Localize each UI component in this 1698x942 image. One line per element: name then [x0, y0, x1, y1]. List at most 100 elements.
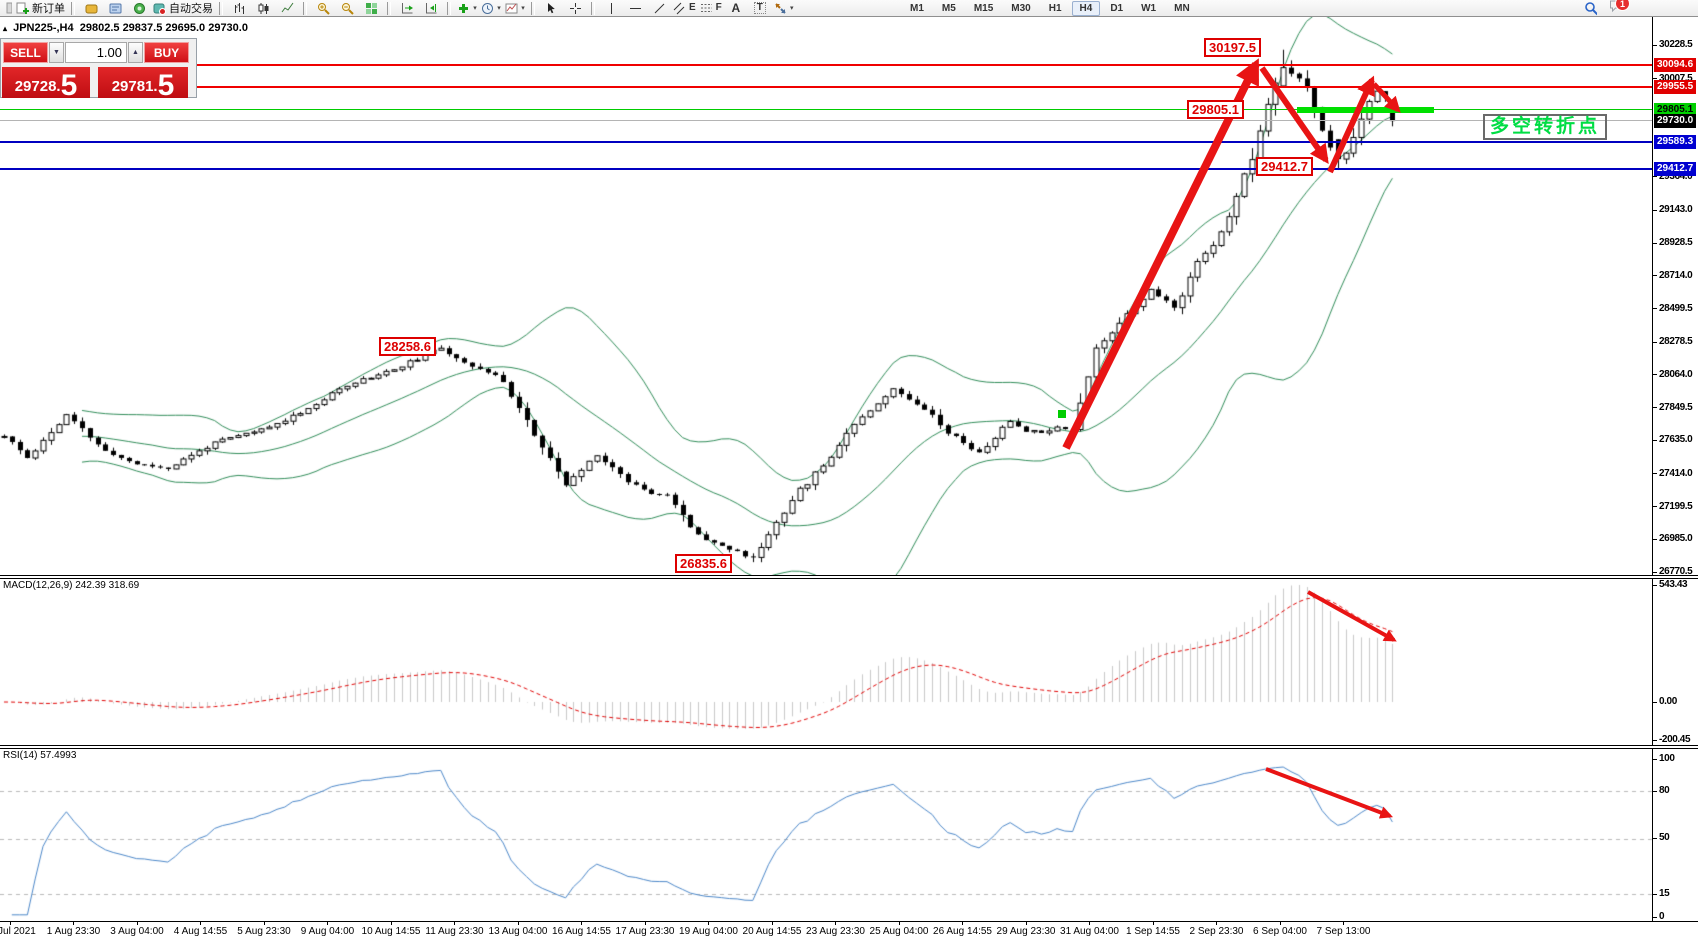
one-click-trading-panel: SELL ▼ 1.00 ▲ BUY 29728. 5 29781. 5: [0, 38, 197, 102]
date-label: 23 Aug 23:30: [806, 926, 865, 937]
price-annotation-label[interactable]: 29412.7: [1256, 157, 1313, 176]
zoom-in-button[interactable]: [311, 1, 335, 16]
timeframe-toolbar: M1 M5 M15 M30 H1 H4 D1 W1 MN: [901, 1, 1199, 16]
line-chart-button[interactable]: [275, 1, 299, 16]
candlestick-canvas[interactable]: [0, 17, 1653, 575]
navigator-button[interactable]: [103, 1, 127, 16]
separator: [219, 1, 223, 15]
vertical-line-tool-button[interactable]: [599, 1, 623, 16]
macd-canvas[interactable]: [0, 579, 1653, 745]
notifications-button[interactable]: 1: [1609, 0, 1630, 18]
autotrading-button[interactable]: 自动交易: [151, 1, 215, 16]
date-axis[interactable]: 29 Jul 2021 1 Aug 23:30 3 Aug 04:00 4 Aug 1…: [0, 922, 1698, 942]
timeframe-M5[interactable]: M5: [941, 3, 956, 14]
date-label: 10 Aug 14:55: [361, 926, 421, 937]
price-annotation-label[interactable]: 29805.1: [1187, 100, 1244, 119]
sell-price-display[interactable]: 29728. 5: [2, 67, 90, 102]
text-label-tool-button[interactable]: T: [748, 1, 772, 16]
rsi-axis-label: 50: [1659, 832, 1670, 843]
date-tick: [1152, 922, 1154, 925]
sell-price-pip: 5: [60, 69, 78, 102]
notification-badge: 1: [1615, 0, 1630, 12]
support-zone-bar[interactable]: [1297, 107, 1434, 113]
new-order-button[interactable]: 新订单: [14, 1, 67, 16]
date-tick: [644, 922, 646, 925]
cursor-tool-button[interactable]: [539, 1, 563, 16]
search-icon[interactable]: [1584, 2, 1597, 16]
panel-separator[interactable]: [0, 575, 1698, 579]
tile-windows-button[interactable]: [359, 1, 383, 16]
price-tick-label: 26985.0: [1659, 533, 1693, 545]
candlestick-chart-button[interactable]: [251, 1, 275, 16]
horizontal-line-29412.7[interactable]: [0, 168, 1652, 170]
sell-button[interactable]: SELL: [3, 42, 48, 63]
arrows-tool-button[interactable]: ▾: [772, 1, 796, 16]
horizontal-line-29589.3[interactable]: [0, 141, 1652, 143]
horizontal-line-30094.6[interactable]: [0, 64, 1652, 66]
price-annotation-label[interactable]: 28258.6: [379, 337, 436, 356]
panel-separator[interactable]: [0, 745, 1698, 749]
trendline-tool-button[interactable]: [647, 1, 671, 16]
date-tick: [898, 922, 900, 925]
price-axis[interactable]: 30228.530007.529364.029143.028928.528714…: [1653, 0, 1698, 942]
crosshair-tool-button[interactable]: [563, 1, 587, 16]
price-tick-label: 30007.5: [1659, 72, 1693, 84]
volume-down-button[interactable]: ▼: [49, 42, 64, 63]
timeframe-D1[interactable]: D1: [1110, 3, 1124, 14]
rsi-tick-dash: [1653, 837, 1657, 839]
toolbar-right-icons: 1: [1584, 0, 1630, 18]
zoom-out-button[interactable]: [335, 1, 359, 16]
horizontal-line-tool-button[interactable]: [623, 1, 647, 16]
price-tick-dash: [1653, 242, 1657, 244]
buy-price-display[interactable]: 29781. 5: [98, 67, 188, 102]
timeframe-M30[interactable]: M30: [1011, 3, 1031, 14]
date-tick: [962, 922, 963, 925]
timeframe-MN[interactable]: MN: [1174, 3, 1190, 14]
chart-shift-icon: [425, 2, 438, 15]
chart-shift-button[interactable]: [419, 1, 443, 16]
price-annotation-label[interactable]: 30197.5: [1204, 38, 1261, 57]
buy-price-pip: 5: [157, 69, 175, 102]
dropdown-caret-icon: ▾: [473, 4, 477, 12]
fibonacci-letter: F: [715, 2, 722, 13]
bar-chart-button[interactable]: [227, 1, 251, 16]
periods-button[interactable]: ▾: [479, 1, 503, 16]
volume-up-button[interactable]: ▲: [128, 42, 143, 63]
date-tick: [73, 922, 74, 925]
date-label: 2 Sep 23:30: [1189, 926, 1244, 937]
connection-button[interactable]: [127, 1, 151, 16]
date-tick: [390, 922, 392, 925]
auto-scroll-button[interactable]: [395, 1, 419, 16]
dropdown-caret-icon: ▾: [497, 4, 501, 12]
template-button[interactable]: ▾: [503, 1, 527, 16]
timeframe-M15[interactable]: M15: [973, 3, 994, 14]
date-tick: [708, 922, 709, 925]
timeframe-H1[interactable]: H1: [1048, 3, 1062, 14]
timeframe-M1[interactable]: M1: [910, 3, 924, 14]
timeframe-H4[interactable]: H4: [1071, 1, 1101, 16]
price-axis-border: [1652, 17, 1653, 922]
market-watch-button[interactable]: [79, 1, 103, 16]
channel-tool-button[interactable]: E: [671, 1, 698, 16]
horizontal-line-29730[interactable]: [0, 120, 1652, 121]
panel-toggle-arrow[interactable]: ▴: [3, 24, 8, 33]
fibonacci-tool-button[interactable]: F: [698, 1, 724, 16]
price-tick-dash: [1653, 209, 1657, 211]
horizontal-line-29805.1[interactable]: [0, 109, 1652, 110]
date-label: 4 Aug 14:55: [173, 926, 228, 937]
price-annotation-label[interactable]: 26835.6: [675, 554, 732, 573]
rsi-canvas[interactable]: [0, 749, 1653, 921]
buy-button[interactable]: BUY: [144, 42, 189, 63]
text-tool-button[interactable]: A: [724, 1, 748, 16]
price-tick-label: 27199.5: [1659, 500, 1693, 512]
price-tick-dash: [1653, 44, 1657, 46]
buy-signal-marker[interactable]: [1058, 410, 1066, 418]
text-tool-icon: A: [731, 1, 741, 15]
add-indicator-button[interactable]: ▾: [455, 1, 479, 16]
timeframe-W1[interactable]: W1: [1141, 3, 1157, 14]
separator: [447, 1, 451, 15]
horizontal-line-29955.5[interactable]: [0, 86, 1652, 88]
volume-input[interactable]: 1.00: [65, 42, 127, 63]
turning-point-annotation[interactable]: 多空转折点: [1483, 114, 1608, 140]
